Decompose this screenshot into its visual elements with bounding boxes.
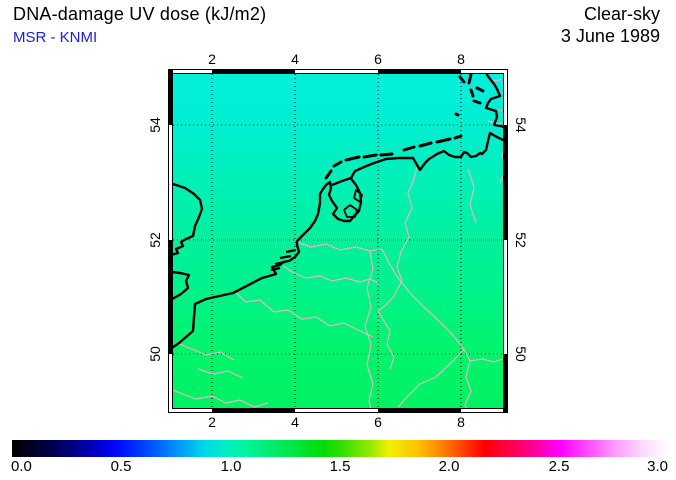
source-label: MSR - KNMI: [13, 29, 98, 46]
date-label: 3 June 1989: [560, 26, 660, 46]
lat-tick-left-50: 50: [147, 346, 163, 362]
lat-tick-right-52: 52: [513, 232, 529, 248]
lat-tick-left-52: 52: [147, 232, 163, 248]
colorbar-label-0: 0.0: [11, 458, 32, 475]
page-title: DNA-damage UV dose (kJ/m2): [13, 4, 267, 24]
uv-field-gradient: [173, 74, 503, 408]
colorbar-label-4: 2.0: [438, 458, 460, 475]
map-frame: [168, 69, 508, 413]
lon-tick-bottom-4: 4: [291, 414, 299, 430]
colorbar-label-5: 2.5: [548, 458, 570, 475]
condition-label: Clear-sky: [583, 4, 660, 24]
lat-tick-right-50: 50: [513, 346, 529, 362]
lon-tick-top-6: 6: [374, 51, 382, 67]
lat-tick-left-54: 54: [147, 117, 163, 133]
lon-tick-top-4: 4: [291, 51, 299, 67]
lat-tick-right-54: 54: [513, 117, 529, 133]
lon-tick-top-8: 8: [457, 51, 465, 67]
colorbar-gradient: [12, 440, 668, 457]
colorbar-label-1: 0.5: [110, 458, 132, 475]
lon-tick-bottom-8: 8: [457, 414, 465, 430]
colorbar-label-6: 3.0: [647, 458, 668, 475]
coastline: [173, 74, 503, 349]
polder-outlines: [343, 189, 363, 218]
map-panel: [168, 69, 508, 413]
lon-tick-bottom-6: 6: [374, 414, 382, 430]
wadden-islands: [324, 74, 485, 180]
uv-dose-map: [168, 69, 508, 413]
lon-tick-top-2: 2: [208, 51, 216, 67]
colorbar-label-2: 1.0: [220, 458, 242, 475]
lon-tick-bottom-2: 2: [208, 414, 216, 430]
colorbar-label-3: 1.5: [329, 458, 351, 475]
border-river-lines: [173, 78, 503, 408]
